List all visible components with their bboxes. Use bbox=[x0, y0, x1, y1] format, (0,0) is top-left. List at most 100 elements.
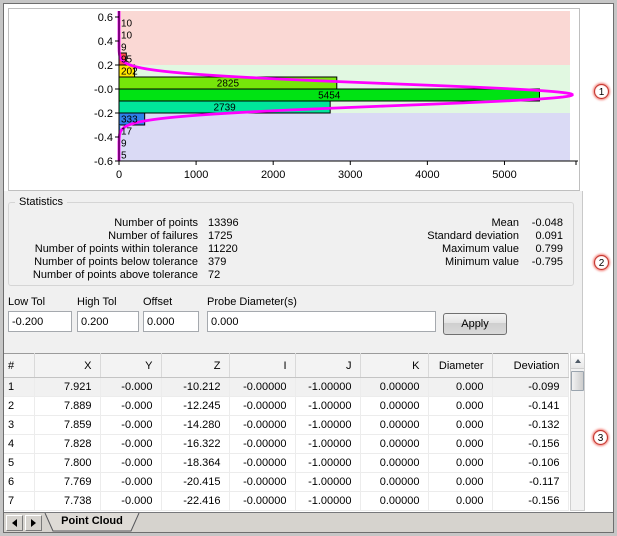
table-cell: -22.416 bbox=[161, 491, 230, 511]
tab-point-cloud[interactable]: Point Cloud bbox=[44, 513, 140, 532]
table-cell: -0.132 bbox=[492, 415, 569, 435]
table-cell: 0.000 bbox=[428, 377, 493, 397]
column-header-diameter[interactable]: Diameter bbox=[428, 353, 493, 378]
table-cell: -1.00000 bbox=[295, 415, 361, 435]
statistics-section: Statistics Number of points 13396 Number o… bbox=[4, 191, 583, 353]
column-header-i[interactable]: I bbox=[229, 353, 296, 378]
statistic-label: Standard deviation bbox=[427, 230, 519, 242]
table-cell: 7.828 bbox=[34, 434, 101, 454]
left-arrow-icon bbox=[12, 519, 17, 527]
statistic-label: Maximum value bbox=[441, 243, 519, 255]
table-cell: -1.00000 bbox=[295, 434, 361, 454]
y-tick-label: -0.0 bbox=[94, 84, 113, 96]
statistic-row: Mean -0.048 bbox=[374, 217, 563, 230]
statistic-row: Maximum value 0.799 bbox=[374, 243, 563, 256]
table-cell: 0.000 bbox=[428, 472, 493, 492]
column-header-k[interactable]: K bbox=[360, 353, 429, 378]
table-cell: -12.245 bbox=[161, 396, 230, 416]
x-tick-label: 3000 bbox=[338, 169, 362, 181]
probe-diameter-input[interactable] bbox=[207, 311, 436, 332]
table-cell: -0.000 bbox=[100, 396, 162, 416]
table-cell: -0.00000 bbox=[229, 415, 296, 435]
statistic-label: Mean bbox=[491, 217, 519, 229]
column-header-x[interactable]: X bbox=[34, 353, 101, 378]
table-cell: -0.000 bbox=[100, 377, 162, 397]
statistic-label: Number of points within tolerance bbox=[34, 243, 198, 255]
low-tol-input[interactable] bbox=[8, 311, 72, 332]
table-cell: -1.00000 bbox=[295, 377, 361, 397]
column-header-deviation[interactable]: Deviation bbox=[492, 353, 569, 378]
table-cell: -0.00000 bbox=[229, 434, 296, 454]
table-row[interactable]: 5 7.800 -0.000 -18.364 -0.00000 -1.00000 0.000… bbox=[4, 453, 569, 473]
bar-count-label: 9 bbox=[121, 139, 127, 150]
table-cell: -0.000 bbox=[100, 415, 162, 435]
table-row[interactable]: 2 7.889 -0.000 -12.245 -0.00000 -1.00000 0.000… bbox=[4, 396, 569, 416]
y-tick-label: -0.2 bbox=[94, 108, 113, 120]
scrollbar-thumb[interactable] bbox=[571, 371, 584, 391]
point-table: # X Y Z I J K Diameter Deviation 1 7.921 -0.000 -10… bbox=[4, 353, 569, 511]
high-tol-input[interactable] bbox=[77, 311, 139, 332]
statistic-value: 1725 bbox=[208, 230, 233, 242]
y-tick-label: 0.4 bbox=[98, 36, 113, 48]
column-header-num[interactable]: # bbox=[4, 353, 35, 378]
column-header-y[interactable]: Y bbox=[100, 353, 162, 378]
statistic-row: Standard deviation 0.091 bbox=[374, 230, 563, 243]
bar-count-label: 5 bbox=[121, 151, 127, 162]
column-header-j[interactable]: J bbox=[295, 353, 361, 378]
table-row[interactable]: 4 7.828 -0.000 -16.322 -0.00000 -1.00000 0.000… bbox=[4, 434, 569, 454]
high-tol-field-group: High Tol bbox=[77, 296, 139, 332]
x-tick-label: 1000 bbox=[184, 169, 208, 181]
tab-scroll-left-button[interactable] bbox=[6, 515, 23, 531]
statistics-groupbox: Statistics Number of points 13396 Number o… bbox=[8, 196, 574, 286]
table-cell: -0.00000 bbox=[229, 491, 296, 511]
probe-diameter-label: Probe Diameter(s) bbox=[207, 296, 297, 308]
table-cell: -18.364 bbox=[161, 453, 230, 473]
statistic-row: Minimum value -0.795 bbox=[374, 256, 563, 269]
bar-count-label: 10 bbox=[121, 19, 133, 30]
bar-count-label: 10 bbox=[121, 31, 133, 42]
statistic-row: Number of points above tolerance 72 bbox=[15, 269, 248, 282]
table-cell: 0.000 bbox=[428, 453, 493, 473]
table-row[interactable]: 7 7.738 -0.000 -22.416 -0.00000 -1.00000 0.000… bbox=[4, 491, 569, 511]
table-cell: -16.322 bbox=[161, 434, 230, 454]
table-row[interactable]: 6 7.769 -0.000 -20.415 -0.00000 -1.00000 0.000… bbox=[4, 472, 569, 492]
statistic-value: -0.048 bbox=[531, 217, 563, 229]
table-row[interactable]: 3 7.859 -0.000 -14.280 -0.00000 -1.00000 0.000… bbox=[4, 415, 569, 435]
offset-label: Offset bbox=[143, 296, 173, 308]
table-cell: 0.00000 bbox=[360, 377, 429, 397]
bar-count-label: 5454 bbox=[318, 91, 341, 102]
table-row[interactable]: 1 7.921 -0.000 -10.212 -0.00000 -1.00000 0.000… bbox=[4, 377, 569, 397]
x-tick-label: 2000 bbox=[261, 169, 285, 181]
table-cell: 6 bbox=[4, 472, 35, 492]
statistic-row: Number of points below tolerance 379 bbox=[15, 256, 248, 269]
scrollbar-up-button[interactable] bbox=[571, 354, 584, 369]
x-tick-label: 0 bbox=[116, 169, 122, 181]
statistics-left-column: Number of points 13396 Number of failures 1… bbox=[15, 217, 248, 282]
statistic-label: Number of failures bbox=[108, 230, 198, 242]
table-cell: -1.00000 bbox=[295, 491, 361, 511]
statistic-label: Number of points bbox=[114, 217, 198, 229]
statistic-row: Number of points within tolerance 11220 bbox=[15, 243, 248, 256]
column-header-z[interactable]: Z bbox=[161, 353, 230, 378]
table-cell: 0.00000 bbox=[360, 472, 429, 492]
table-cell: 7.889 bbox=[34, 396, 101, 416]
offset-input[interactable] bbox=[143, 311, 199, 332]
table-cell: 0.000 bbox=[428, 415, 493, 435]
table-cell: 0.000 bbox=[428, 491, 493, 511]
statistic-value: 0.799 bbox=[535, 243, 563, 255]
y-tick-label: -0.4 bbox=[94, 132, 113, 144]
table-cell: 0.000 bbox=[428, 434, 493, 454]
table-vertical-scrollbar[interactable] bbox=[570, 353, 585, 511]
table-cell: 0.00000 bbox=[360, 415, 429, 435]
tolerance-band bbox=[119, 113, 570, 161]
table-cell: -0.156 bbox=[492, 491, 569, 511]
apply-button[interactable]: Apply bbox=[443, 313, 507, 335]
tab-scroll-right-button[interactable] bbox=[25, 515, 42, 531]
table-cell: -0.106 bbox=[492, 453, 569, 473]
table-cell: 0.00000 bbox=[360, 491, 429, 511]
table-cell: -10.212 bbox=[161, 377, 230, 397]
bar-count-label: 2825 bbox=[217, 79, 240, 90]
table-cell: 0.000 bbox=[428, 396, 493, 416]
y-tick-label: 0.2 bbox=[98, 60, 113, 72]
table-cell: 4 bbox=[4, 434, 35, 454]
